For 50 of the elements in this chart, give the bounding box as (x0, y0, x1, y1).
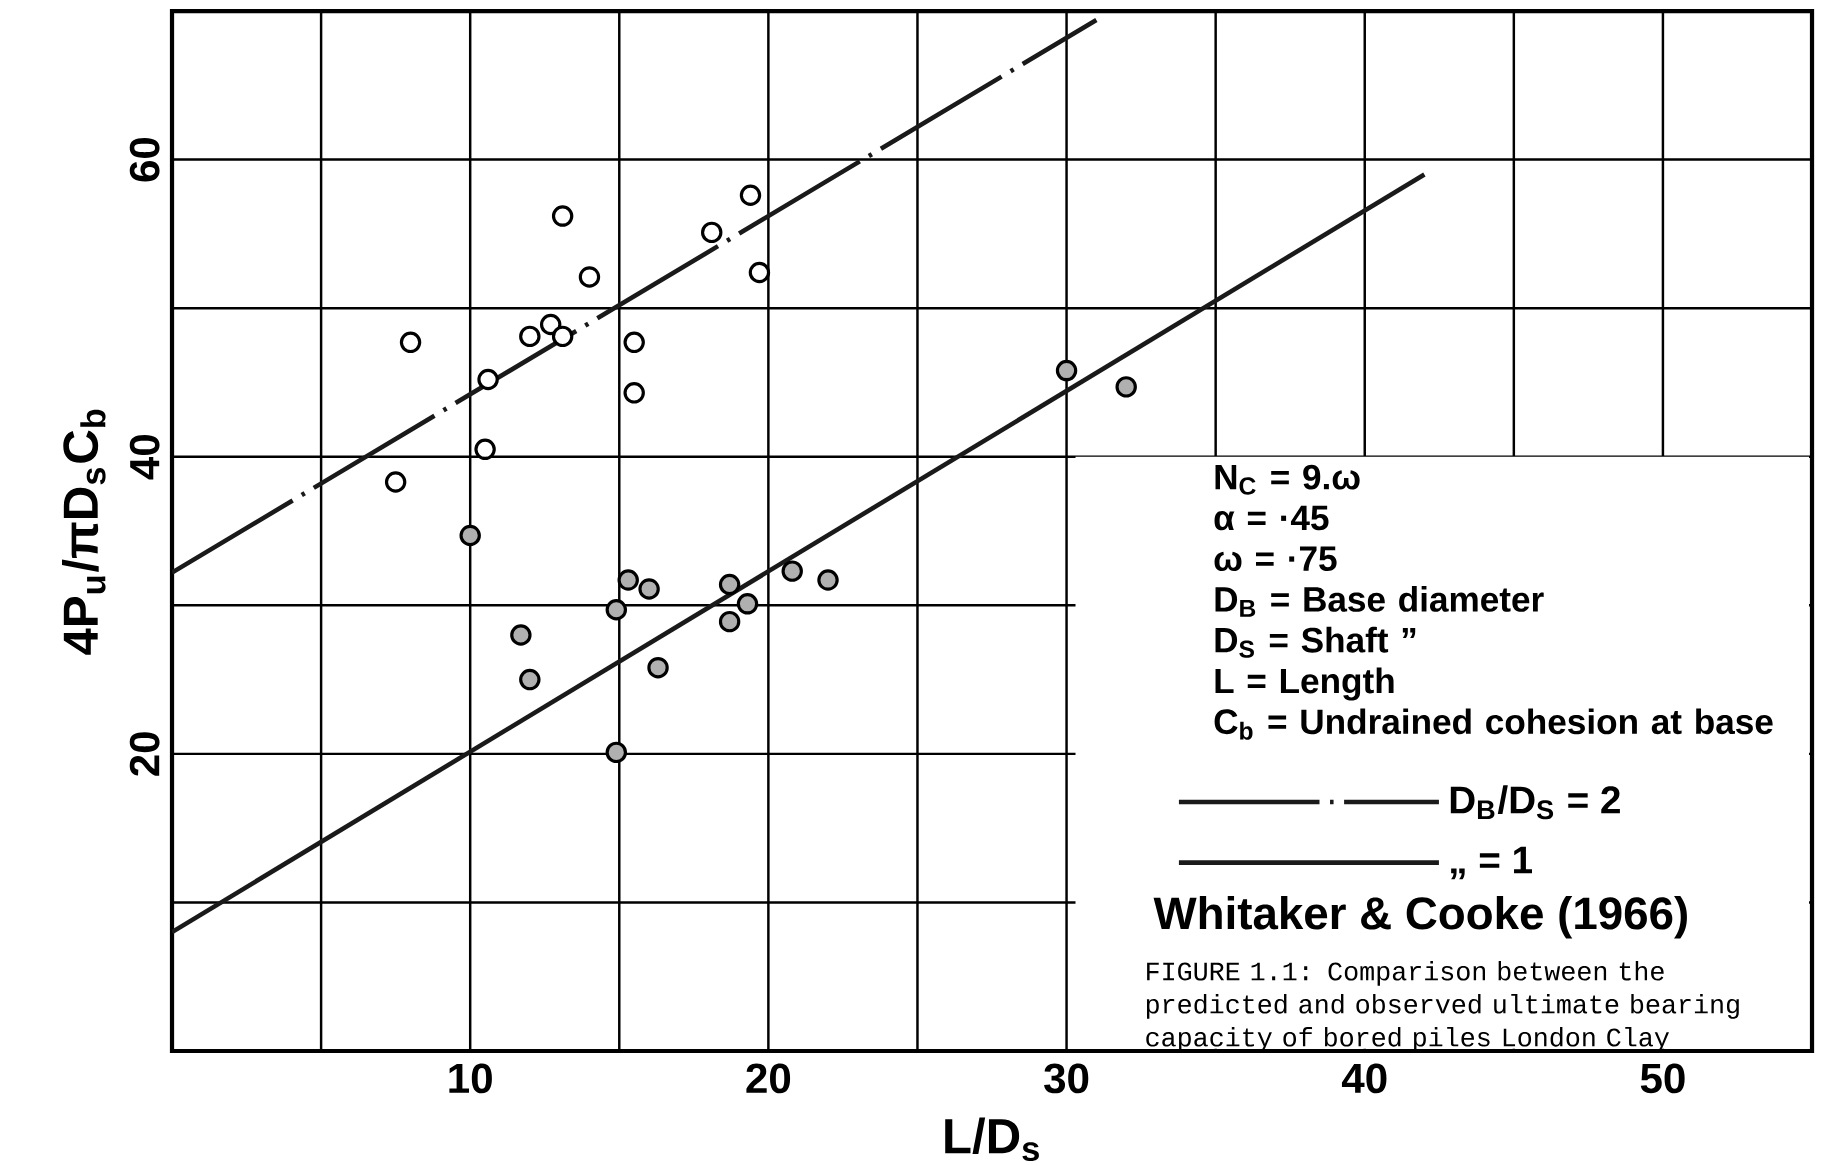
annotation: α = ·45 (1214, 505, 1329, 531)
point (551, 205, 574, 227)
point (459, 524, 481, 547)
annotation: Whitaker & Cooke (1966) (1153, 895, 1687, 939)
point (605, 599, 628, 621)
point (551, 325, 574, 348)
point (384, 471, 407, 493)
point (519, 325, 541, 348)
y-tick-label: 60 (129, 137, 160, 182)
y-tick-label: 40 (129, 435, 160, 480)
point (638, 578, 660, 600)
y-axis-title: 4P$_{u}$/πD$_{s}$C$_{b}$ (62, 409, 106, 655)
point (510, 624, 532, 646)
x-tick-label: 20 (746, 1063, 791, 1094)
point (617, 569, 639, 591)
point (647, 656, 669, 679)
annotation: C$_{b}$ = Undrained cohesion at base (1214, 708, 1773, 740)
point (739, 184, 762, 206)
x-tick-label: 30 (1044, 1063, 1089, 1094)
y-tick-label: 20 (129, 732, 160, 776)
text: „ = 1 (1451, 846, 1532, 880)
point (605, 741, 628, 764)
annotation: ω = ·75 (1214, 546, 1337, 572)
point (1115, 376, 1137, 398)
point (477, 368, 499, 391)
point (539, 313, 562, 336)
point (817, 569, 839, 591)
x-axis-title: L/D$_{s}$ (945, 1117, 1039, 1162)
x-tick-label: 10 (449, 1063, 492, 1094)
point (1055, 359, 1078, 382)
annotation: L = Length (1215, 667, 1394, 701)
point (718, 573, 741, 596)
point (474, 438, 496, 461)
annotation: D$_{S}$ = Shaft ” (1215, 626, 1416, 658)
annotation: N$_{C}$ = 9.ω (1215, 464, 1360, 495)
point (781, 560, 803, 582)
point (623, 331, 645, 354)
x-tick-label: 50 (1640, 1063, 1685, 1094)
point (718, 610, 741, 633)
point (748, 261, 771, 284)
point (701, 221, 723, 244)
point (623, 382, 645, 404)
x-tick-label: 40 (1341, 1063, 1387, 1094)
text: D$_{B}$/D$_{S}$ = 2 (1450, 785, 1620, 820)
annotation: D$_{B}$ = Base diameter (1215, 586, 1544, 617)
point (736, 593, 759, 615)
point (578, 266, 601, 288)
annotation: FIGURE 1.1: Comparison between the predicted and observed ultimate bearing capacity of bored piles London Clay (1146, 960, 1739, 1052)
point (399, 331, 422, 354)
point (519, 668, 541, 691)
